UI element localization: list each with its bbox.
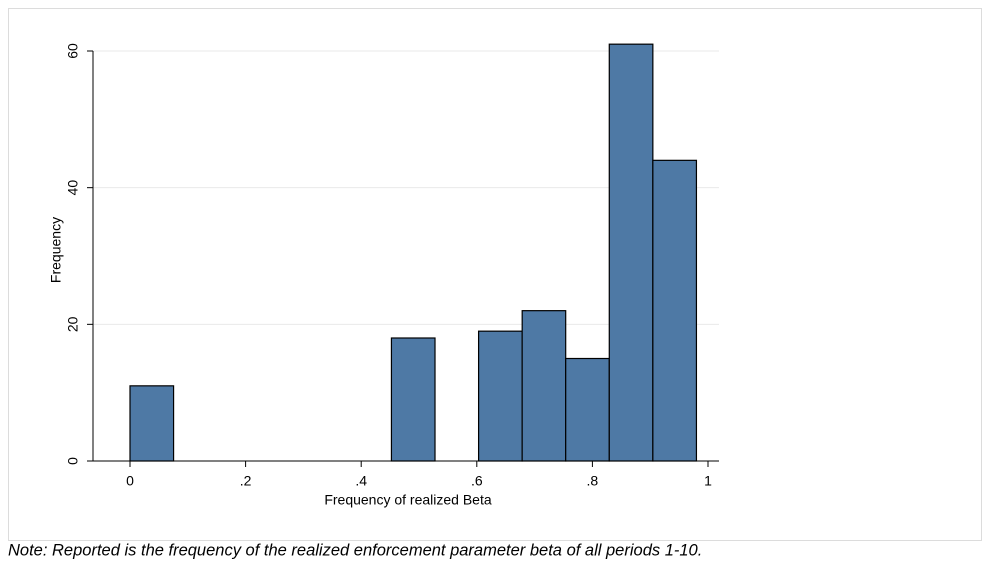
x-tick-label: 1 <box>704 473 712 489</box>
bar <box>390 337 436 462</box>
x-tick-label: 0 <box>126 473 134 489</box>
bar <box>477 330 523 462</box>
y-tick-label: 20 <box>65 316 81 332</box>
bar <box>129 385 175 462</box>
y-tick-label: 0 <box>65 457 81 465</box>
bar <box>608 43 654 462</box>
y-tick-label: 60 <box>65 43 81 59</box>
x-axis-title: Frequency of realized Beta <box>324 492 492 508</box>
x-tick-label: .6 <box>471 473 483 489</box>
x-tick-label: .2 <box>240 473 252 489</box>
note: Note: Reported is the frequency of the r… <box>8 541 702 559</box>
bar <box>565 357 610 462</box>
x-tick-label: .4 <box>355 473 367 489</box>
bar <box>521 310 567 462</box>
bar <box>652 159 698 462</box>
y-axis-title: Frequency <box>48 217 64 283</box>
x-tick-label: .8 <box>587 473 599 489</box>
y-tick-label: 40 <box>65 180 81 196</box>
chart-frame <box>8 8 982 541</box>
